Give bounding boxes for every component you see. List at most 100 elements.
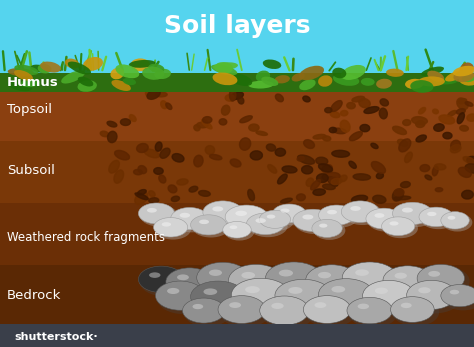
Ellipse shape	[194, 155, 203, 167]
Ellipse shape	[107, 121, 117, 127]
Ellipse shape	[403, 120, 411, 126]
Ellipse shape	[419, 207, 453, 227]
FancyArrowPatch shape	[92, 54, 93, 70]
Ellipse shape	[416, 121, 425, 127]
Ellipse shape	[392, 126, 407, 135]
Ellipse shape	[380, 99, 389, 106]
Ellipse shape	[384, 268, 438, 299]
Ellipse shape	[371, 161, 385, 174]
Ellipse shape	[329, 127, 337, 133]
Text: Topsoil: Topsoil	[7, 103, 52, 116]
Bar	[0, 324, 474, 347]
FancyArrowPatch shape	[329, 62, 336, 71]
Bar	[0, 92, 474, 141]
Ellipse shape	[328, 177, 338, 186]
Ellipse shape	[331, 286, 345, 293]
Ellipse shape	[457, 98, 468, 110]
Ellipse shape	[394, 189, 404, 196]
Ellipse shape	[138, 203, 174, 224]
Ellipse shape	[167, 270, 219, 299]
Ellipse shape	[211, 65, 237, 75]
Ellipse shape	[239, 138, 251, 150]
Ellipse shape	[149, 198, 159, 203]
Ellipse shape	[235, 211, 247, 216]
Ellipse shape	[382, 217, 415, 236]
Ellipse shape	[299, 66, 324, 80]
Ellipse shape	[21, 79, 39, 87]
Ellipse shape	[154, 218, 188, 237]
Ellipse shape	[149, 272, 161, 278]
Ellipse shape	[261, 212, 294, 231]
Ellipse shape	[219, 297, 271, 327]
Ellipse shape	[460, 62, 474, 75]
Ellipse shape	[194, 125, 200, 131]
Ellipse shape	[279, 270, 293, 277]
Ellipse shape	[246, 213, 284, 235]
Ellipse shape	[443, 287, 474, 310]
Ellipse shape	[458, 167, 471, 177]
FancyArrowPatch shape	[407, 57, 408, 70]
Ellipse shape	[340, 110, 348, 116]
Ellipse shape	[333, 74, 359, 86]
Ellipse shape	[319, 164, 333, 172]
Ellipse shape	[256, 70, 270, 82]
Ellipse shape	[418, 287, 430, 293]
Ellipse shape	[344, 264, 402, 297]
FancyArrowPatch shape	[15, 51, 19, 70]
Ellipse shape	[192, 217, 230, 237]
Ellipse shape	[137, 189, 146, 195]
Ellipse shape	[305, 297, 356, 327]
Ellipse shape	[267, 214, 275, 219]
Ellipse shape	[238, 97, 244, 104]
Ellipse shape	[288, 287, 302, 294]
Ellipse shape	[441, 285, 474, 307]
Ellipse shape	[454, 70, 474, 82]
FancyArrowPatch shape	[88, 51, 91, 70]
Ellipse shape	[353, 174, 371, 180]
Ellipse shape	[197, 122, 208, 128]
Ellipse shape	[144, 149, 159, 158]
Ellipse shape	[111, 80, 131, 91]
Ellipse shape	[434, 124, 444, 131]
Ellipse shape	[148, 64, 164, 73]
Ellipse shape	[343, 202, 383, 225]
Ellipse shape	[229, 89, 236, 101]
Ellipse shape	[61, 70, 85, 84]
Ellipse shape	[108, 131, 117, 143]
Ellipse shape	[374, 213, 384, 218]
Ellipse shape	[418, 76, 445, 86]
Ellipse shape	[171, 208, 209, 230]
Ellipse shape	[325, 108, 332, 113]
Ellipse shape	[462, 75, 474, 82]
Ellipse shape	[130, 58, 150, 71]
Ellipse shape	[227, 206, 271, 231]
Ellipse shape	[373, 195, 386, 203]
FancyArrowPatch shape	[75, 56, 80, 70]
Ellipse shape	[313, 189, 326, 195]
Ellipse shape	[68, 61, 91, 75]
FancyArrowPatch shape	[17, 56, 24, 70]
Ellipse shape	[230, 74, 252, 86]
FancyArrowPatch shape	[461, 63, 465, 70]
FancyArrowPatch shape	[205, 58, 208, 70]
Ellipse shape	[319, 205, 355, 225]
FancyArrowPatch shape	[429, 62, 433, 70]
Ellipse shape	[340, 120, 350, 132]
Ellipse shape	[319, 223, 328, 228]
Ellipse shape	[8, 68, 34, 76]
Ellipse shape	[245, 286, 260, 293]
Ellipse shape	[155, 92, 167, 97]
Ellipse shape	[109, 160, 119, 173]
Ellipse shape	[278, 174, 287, 184]
Ellipse shape	[78, 77, 93, 86]
Ellipse shape	[298, 155, 315, 164]
Ellipse shape	[394, 273, 407, 279]
Ellipse shape	[419, 266, 470, 296]
Ellipse shape	[149, 191, 155, 197]
Ellipse shape	[402, 208, 413, 213]
Ellipse shape	[465, 102, 473, 106]
Ellipse shape	[398, 139, 408, 146]
Ellipse shape	[210, 154, 222, 160]
Ellipse shape	[110, 68, 124, 79]
Ellipse shape	[140, 205, 178, 226]
